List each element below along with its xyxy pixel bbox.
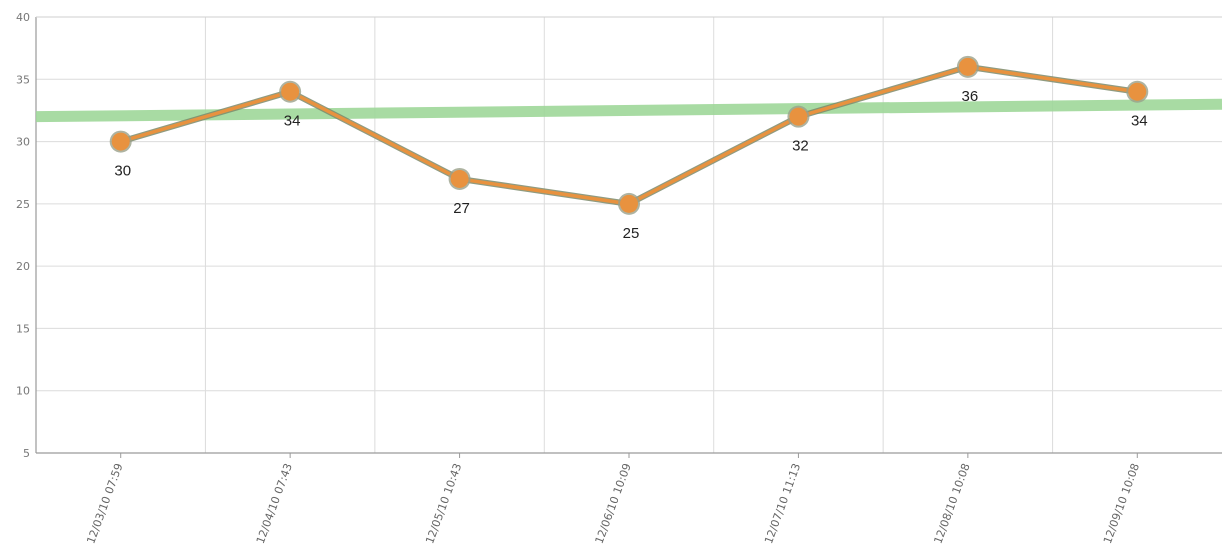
data-point <box>111 132 130 151</box>
y-tick-label: 20 <box>16 260 30 273</box>
y-tick-label: 10 <box>16 385 30 398</box>
x-tick-label: 12/06/10 10:09 <box>593 462 634 546</box>
y-tick-label: 15 <box>16 322 30 335</box>
data-point <box>281 82 300 101</box>
y-tick-label: 5 <box>23 447 30 460</box>
data-label: 32 <box>792 138 809 155</box>
data-point <box>958 57 977 76</box>
y-tick-label: 30 <box>16 136 30 149</box>
plot-area <box>36 17 1222 453</box>
data-point <box>789 107 808 126</box>
x-tick-label: 12/05/10 10:43 <box>423 462 464 546</box>
x-tick-label: 12/07/10 11:13 <box>762 462 803 546</box>
data-point <box>1128 82 1147 101</box>
data-label: 36 <box>962 88 979 105</box>
data-point <box>620 194 638 213</box>
data-label: 25 <box>623 225 640 242</box>
data-label: 34 <box>284 113 301 130</box>
x-tick-label: 12/04/10 07:43 <box>254 462 295 546</box>
data-label: 30 <box>114 163 131 180</box>
x-tick-label: 12/09/10 10:08 <box>1101 462 1142 546</box>
y-tick-label: 35 <box>16 73 30 86</box>
data-point <box>450 169 469 188</box>
reference-line <box>35 98 1223 123</box>
y-tick-label: 40 <box>16 11 30 24</box>
data-label: 34 <box>1131 113 1148 130</box>
data-label: 27 <box>453 200 470 217</box>
x-tick-label: 12/08/10 10:08 <box>932 462 973 546</box>
x-tick-label: 12/03/10 07:59 <box>84 462 125 546</box>
y-tick-label: 25 <box>16 198 30 211</box>
